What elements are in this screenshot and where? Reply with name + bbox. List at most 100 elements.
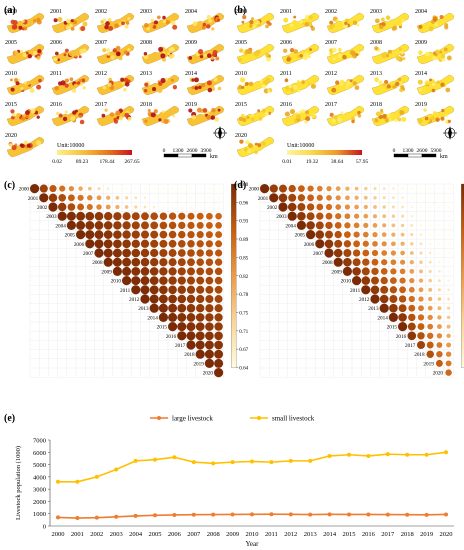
correlation-dot [105,204,111,210]
correlation-dot [171,187,174,190]
map-patch [64,110,68,114]
map-patch [418,24,423,29]
map-patch [341,20,346,24]
map-patch [380,108,384,112]
panel-c-correlation-matrix: (c) 2000 2001 2002 2003 2004 2005 2006 2007 2008 2… [4,180,249,378]
correlation-dot [85,211,95,221]
correlation-dot [325,203,333,211]
correlation-dot [334,239,343,248]
map-2016 [281,105,320,127]
correlation-dot [382,196,386,200]
correlation-dot [324,248,334,258]
correlation-dot [140,239,150,248]
correlation-dot [269,184,278,193]
correlation-dot [186,303,196,313]
correlation-dot [122,221,131,230]
correlation-dot [437,288,441,292]
correlation-dot [199,196,202,199]
map-patch [424,51,430,57]
map-patch [259,79,263,83]
correlation-dot [57,211,67,221]
series-1-point [75,479,80,484]
map-patch [23,26,28,31]
correlation-dot [113,239,122,249]
correlation-dot [410,233,414,237]
correlation-dot [427,323,434,330]
map-year-label: 2010 [235,71,247,77]
map-patch [53,57,58,62]
matrix-year-label: 2003 [276,214,287,220]
map-patch [248,143,253,149]
correlation-dot [143,196,147,200]
matrix-year-label: 2004 [285,223,296,229]
correlation-dot [363,195,368,200]
matrix-year-label: 2013 [368,306,379,312]
map-patch [81,109,86,114]
correlation-dot [438,187,441,190]
map-patch [374,18,380,24]
correlation-dot [78,186,83,191]
correlation-dot [400,250,405,256]
correlation-dot [214,368,224,378]
map-patch [57,17,63,23]
map-year-label: 2001 [50,9,62,15]
x-tick-label: 2004 [129,531,143,538]
matrix-year-label: 2019 [423,361,434,367]
map-patch [215,56,220,61]
map-patch [432,55,438,61]
correlation-dot [343,249,352,257]
correlation-dot [205,304,214,313]
correlation-dot [204,349,214,359]
map-2019 [186,105,225,127]
series-0-point [133,513,138,518]
map-patch [170,20,176,26]
correlation-dot [168,239,177,248]
correlation-dot [205,313,214,322]
correlation-dot [428,251,432,255]
series-0-point [94,515,99,520]
map-patch [194,77,199,83]
correlation-dot [353,240,360,248]
map-patch [286,57,291,62]
map-patch [304,120,308,124]
correlation-dot [77,203,85,211]
y-tick-label: 1000 [33,511,46,518]
correlation-dot [389,286,398,294]
correlation-dot [214,313,223,322]
correlation-dot [352,276,362,286]
map-2010 [6,74,45,96]
map-patch [58,113,63,118]
map-patch [349,79,353,83]
map-year-label: 2005 [235,40,247,46]
correlation-dot [408,286,415,293]
matrix-year-label: 2001 [258,196,269,202]
map-patch [21,116,26,121]
map-patch [143,22,149,28]
correlation-dot [316,194,323,201]
correlation-dot [362,258,370,266]
map-patch [149,22,154,28]
map-patch [292,19,298,25]
correlation-dot [205,331,214,341]
correlation-dot [398,304,407,313]
map-patch [295,114,301,120]
correlation-dot [447,288,450,292]
correlation-dot [196,267,205,276]
map-year-label: 2002 [95,9,107,15]
correlation-dot [315,239,325,249]
correlation-dot [214,267,223,276]
x-tick-label: 2014 [323,531,337,538]
legend-unit: Unit:10000 [287,143,314,149]
correlation-dot [435,359,443,367]
x-tick-label: 2002 [90,531,103,538]
correlation-dot [287,211,297,221]
correlation-dot [447,306,451,310]
correlation-dot [438,261,441,264]
correlation-dot [206,212,213,220]
correlation-dot [326,194,332,201]
map-patch [172,84,178,90]
correlation-dot [306,230,316,240]
correlation-dot [307,194,314,202]
series-0-point [308,512,313,517]
